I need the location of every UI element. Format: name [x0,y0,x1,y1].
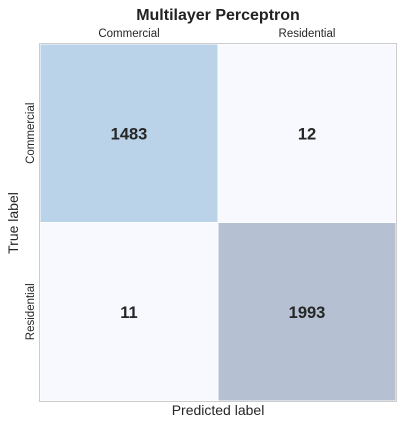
cell-value-label: 11 [120,304,137,322]
x-tick-label: Commercial [98,28,159,40]
y-tick-label: Residential [25,283,37,340]
cell-value-label: 1483 [111,125,148,143]
y-axis-label: True label [5,192,21,254]
heatmap-cell [39,43,219,223]
plot-frame [39,43,397,402]
x-tick-label: Residential [279,28,336,40]
axis-ticks: Commercial Residential Commercial Residenti… [25,28,335,340]
chart-title: Multilayer Perceptron [136,7,300,24]
heatmap-cells: 1483 12 11 1993 [39,43,397,402]
y-tick-label: Commercial [25,103,37,164]
cell-value-label: 1993 [289,304,326,322]
heatmap-cell [217,43,397,223]
heatmap-cell [39,222,219,402]
x-axis-label: Predicted label [172,402,265,418]
cell-value-label: 12 [298,125,316,143]
heatmap-cell [217,222,397,402]
